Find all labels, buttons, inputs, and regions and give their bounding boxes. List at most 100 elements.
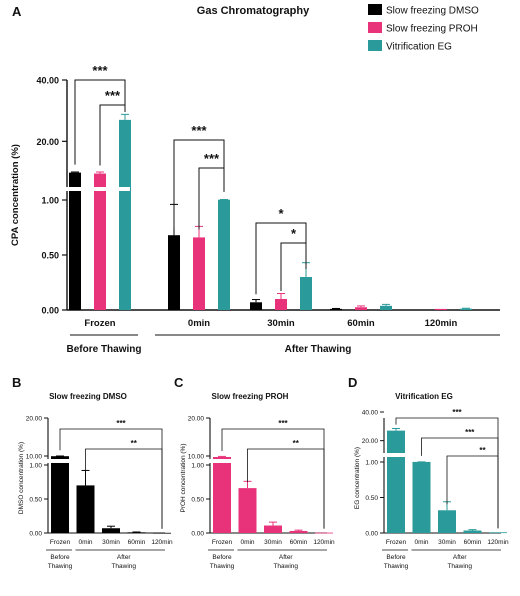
axis-break xyxy=(202,459,238,463)
bar xyxy=(238,488,257,533)
panel-letter: C xyxy=(174,375,184,390)
legend-swatch xyxy=(368,40,382,51)
legend-label: Slow freezing DMSO xyxy=(386,6,479,17)
significance-label: * xyxy=(291,226,297,241)
legend-swatch xyxy=(368,4,382,15)
group-label: Before Thawing xyxy=(66,344,141,355)
bar xyxy=(69,172,81,310)
significance-label: *** xyxy=(204,151,220,166)
legend-swatch xyxy=(368,22,382,33)
y-axis-label: DMSO concentration (%) xyxy=(18,442,25,514)
bar xyxy=(435,308,447,310)
group-label: Thawing xyxy=(384,563,409,570)
x-tick-label: 30min xyxy=(438,539,456,546)
bar xyxy=(412,461,431,533)
y-tick-label: 0.50 xyxy=(41,251,59,261)
bar xyxy=(264,525,282,533)
significance-label: *** xyxy=(278,419,288,428)
y-tick-label: 0.00 xyxy=(41,306,59,316)
y-tick-label: 0.50 xyxy=(191,497,204,504)
x-tick-label: 120min xyxy=(151,539,173,546)
x-tick-label: Frozen xyxy=(50,539,71,546)
significance-bracket xyxy=(173,139,225,228)
y-tick-label: 0.50 xyxy=(29,497,42,504)
legend-label: Vitrification EG xyxy=(386,42,452,53)
bar xyxy=(51,456,69,533)
significance-bracket xyxy=(74,79,126,165)
group-label: Thawing xyxy=(111,563,136,570)
y-tick-label: 0.00 xyxy=(365,531,378,538)
bar xyxy=(380,305,392,310)
significance-label: *** xyxy=(116,419,126,428)
panel-letter: B xyxy=(12,375,21,390)
y-axis-label: CPA concentration (%) xyxy=(10,144,21,246)
x-tick-label: 120min xyxy=(425,318,458,329)
x-tick-label: 60min xyxy=(128,539,146,546)
x-tick-label: 0min xyxy=(240,539,254,546)
group-label: Thawing xyxy=(447,563,472,570)
y-tick-label: 0.50 xyxy=(365,495,378,502)
bar xyxy=(460,308,472,310)
significance-label: *** xyxy=(465,428,475,437)
axis-break xyxy=(60,187,130,191)
bar xyxy=(355,307,367,310)
y-tick-label: 10.00 xyxy=(188,454,205,461)
y-tick-label: 1.00 xyxy=(41,196,59,206)
y-tick-label: 1.00 xyxy=(365,460,378,467)
group-label: After xyxy=(279,554,294,561)
x-tick-label: Frozen xyxy=(212,539,233,546)
bar xyxy=(193,237,205,310)
x-tick-label: 30min xyxy=(267,318,295,329)
y-tick-label: 20.00 xyxy=(36,137,59,147)
panel-a: A Gas Chromatography CPA concentration (%)… xyxy=(10,4,500,355)
y-tick-label: 20.00 xyxy=(362,438,379,445)
group-label: After xyxy=(453,554,468,561)
y-tick-label: 20.00 xyxy=(188,416,205,423)
bar xyxy=(153,532,171,534)
significance-label: ** xyxy=(131,439,138,448)
legend-label: Slow freezing PROH xyxy=(386,24,478,35)
chart-title: Gas Chromatography xyxy=(197,5,310,17)
group-label: Thawing xyxy=(48,563,73,570)
significance-label: ** xyxy=(293,439,300,448)
y-tick-label: 1.00 xyxy=(29,463,42,470)
chart-title: Slow freezing DMSO xyxy=(49,392,127,401)
x-tick-label: 60min xyxy=(290,539,308,546)
group-label: Before xyxy=(50,554,70,561)
y-tick-label: 20.00 xyxy=(26,416,43,423)
axis-break xyxy=(376,453,412,457)
significance-bracket xyxy=(85,448,163,529)
group-label: After Thawing xyxy=(285,344,352,355)
x-tick-label: 60min xyxy=(464,539,482,546)
chart-title: Vitrification EG xyxy=(395,392,453,401)
y-tick-label: 40.00 xyxy=(36,76,59,86)
significance-label: * xyxy=(278,206,284,221)
bar xyxy=(300,277,312,310)
panel-letter: A xyxy=(12,4,22,19)
significance-label: *** xyxy=(92,63,108,78)
panel-d: D Vitrification EG EG concentration (%) 0.0… xyxy=(348,375,509,570)
group-label: Thawing xyxy=(210,563,235,570)
bar xyxy=(330,308,342,310)
bar xyxy=(315,532,333,534)
significance-bracket xyxy=(421,437,499,529)
bar xyxy=(168,235,180,310)
bar xyxy=(489,532,507,534)
y-tick-label: 1.00 xyxy=(191,463,204,470)
bar xyxy=(438,510,456,533)
significance-bracket xyxy=(446,455,499,529)
significance-bracket xyxy=(280,242,307,291)
x-tick-label: 60min xyxy=(347,318,375,329)
bar xyxy=(127,532,146,534)
y-tick-label: 0.00 xyxy=(29,531,42,538)
chart-title: Slow freezing PROH xyxy=(212,392,289,401)
significance-label: ** xyxy=(479,446,486,455)
bar xyxy=(119,119,131,310)
bar xyxy=(387,430,405,533)
group-label: After xyxy=(117,554,132,561)
axis-break xyxy=(40,459,76,463)
y-axis-label: PrOH concentration (%) xyxy=(180,444,187,513)
bar xyxy=(250,302,262,310)
bar xyxy=(218,199,230,310)
x-tick-label: 120min xyxy=(487,539,509,546)
